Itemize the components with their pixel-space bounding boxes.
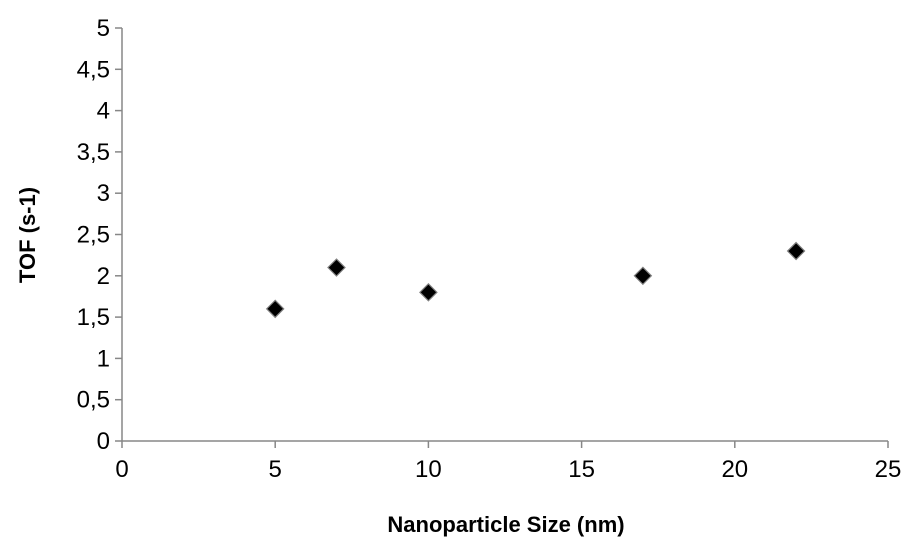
y-tick-label: 1 (97, 345, 110, 372)
x-tick-label: 10 (415, 456, 442, 483)
data-point (265, 299, 285, 319)
y-tick-label: 2 (97, 263, 110, 290)
x-tick-label: 20 (721, 456, 748, 483)
y-tick-label: 1,5 (77, 304, 110, 331)
y-tick-label: 0 (97, 428, 110, 455)
y-tick-label: 2,5 (77, 222, 110, 249)
data-point (633, 266, 653, 286)
data-point (786, 241, 806, 261)
chart-axes (121, 28, 888, 442)
y-axis-ticks: 0 0,5 1 1,5 2 2,5 3 3,5 4 4,5 5 (77, 15, 122, 455)
y-axis-title: TOF (s-1) (15, 187, 40, 283)
y-tick-label: 4,5 (77, 56, 110, 83)
data-point (419, 282, 438, 302)
x-tick-label: 0 (115, 456, 128, 483)
x-tick-label: 15 (568, 456, 595, 483)
y-tick-label: 3 (97, 180, 110, 207)
y-tick-label: 4 (97, 98, 110, 125)
data-point (327, 258, 346, 277)
x-axis-ticks: 0 5 10 15 20 25 (115, 441, 901, 483)
y-tick-label: 5 (97, 15, 110, 42)
x-tick-label: 5 (269, 456, 282, 483)
x-tick-label: 25 (875, 456, 902, 483)
data-points (265, 241, 806, 319)
x-axis-title: Nanoparticle Size (nm) (387, 512, 624, 537)
y-tick-label: 0,5 (77, 387, 110, 414)
y-tick-label: 3,5 (77, 139, 110, 166)
